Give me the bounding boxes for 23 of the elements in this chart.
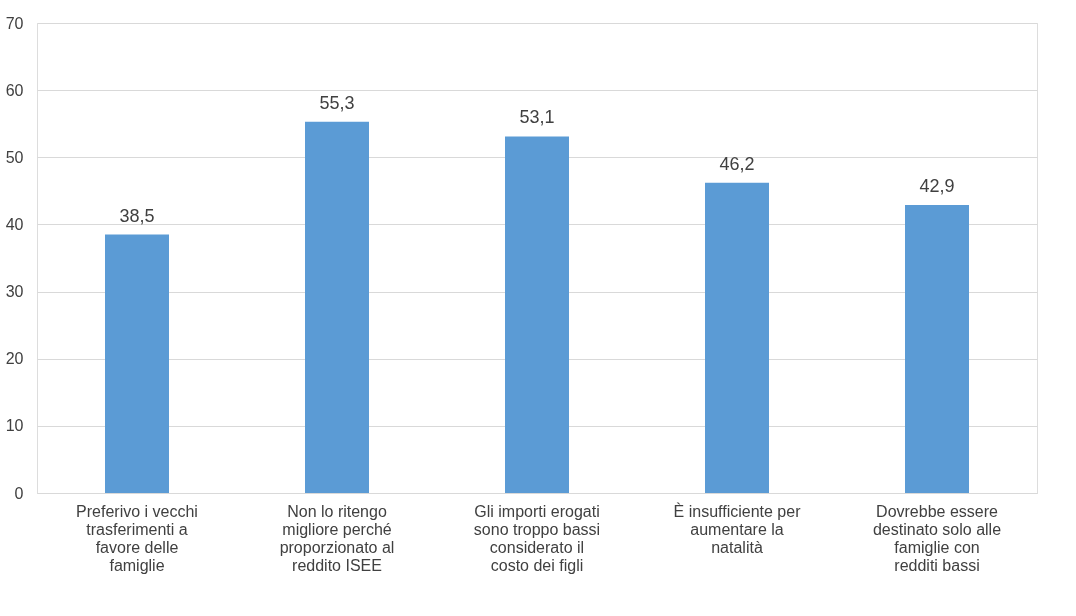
y-tick-label: 70 <box>5 14 24 32</box>
data-label: 42,9 <box>919 175 955 196</box>
data-label: 53,1 <box>519 107 555 128</box>
x-tick-label: È insufficiente per aumentare la natalità <box>673 501 802 556</box>
y-tick-label: 0 <box>14 484 24 502</box>
bar <box>305 121 369 493</box>
x-tick-label: Dovrebbe essere destinato solo alle famiglie con redditi bassi <box>872 502 1002 574</box>
y-tick-label: 30 <box>5 283 24 301</box>
data-label: 38,5 <box>119 205 155 226</box>
x-tick-label: Non lo ritengo migliore perché proporzionato al reddito ISEE <box>279 502 395 574</box>
y-tick-label: 50 <box>5 148 24 166</box>
x-tick-label: Preferivo i vecchi trasferimenti a favore delle famiglie <box>76 502 198 574</box>
y-tick-label: 60 <box>5 81 24 99</box>
y-tick-label: 40 <box>5 215 24 233</box>
bar <box>705 182 769 493</box>
bar <box>905 204 969 493</box>
data-label: 46,2 <box>719 153 755 174</box>
x-tick-label: Gli importi erogati sono troppo bassi considerato il costo dei figli <box>473 502 601 574</box>
y-tick-label: 10 <box>5 417 24 435</box>
data-label: 55,3 <box>319 92 355 113</box>
bar <box>105 234 169 493</box>
bar <box>505 136 569 493</box>
y-tick-label: 20 <box>5 350 24 368</box>
